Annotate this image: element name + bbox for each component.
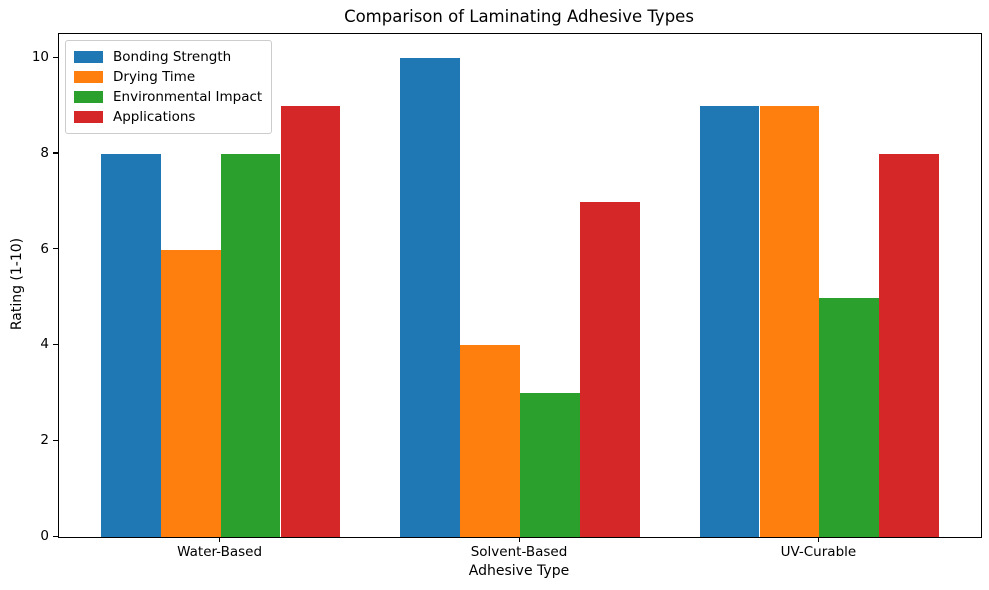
x-axis-label: Adhesive Type (468, 563, 570, 579)
y-tick-label-4: 4 (40, 336, 49, 353)
y-tick-mark-2 (53, 439, 58, 441)
chart-title: Comparison of Laminating Adhesive Types (344, 7, 694, 26)
x-tick-mark-water-based (219, 537, 221, 542)
y-axis-label: Rating (1-10) (9, 237, 25, 331)
plot-area: Bonding Strength Drying Time Environmental… (58, 33, 982, 538)
legend-label: Applications (113, 109, 196, 125)
y-tick-mark-4 (53, 343, 58, 346)
bar-bonding-strength-solvent-based (400, 58, 461, 537)
legend-swatch-drying-time (74, 71, 103, 83)
legend-swatch-environmental-impact (74, 91, 103, 103)
y-tick-label-10: 10 (31, 49, 49, 65)
y-tick-label-6: 6 (40, 240, 49, 257)
bar-applications-uv-curable (879, 153, 940, 537)
x-tick-label-uv-curable: UV-Curable (780, 544, 857, 560)
legend-label: Environmental Impact (113, 89, 263, 105)
x-tick-label-water-based: Water-Based (177, 544, 263, 560)
legend-item-bonding-strength: Bonding Strength (74, 47, 262, 67)
legend-swatch-bonding-strength (74, 51, 103, 63)
legend-label: Bonding Strength (113, 49, 232, 65)
y-tick-label-0: 0 (40, 528, 49, 544)
bar-drying-time-uv-curable (759, 105, 820, 537)
bar-bonding-strength-water-based (100, 153, 161, 537)
legend-swatch-applications (74, 111, 103, 123)
x-tick-label-solvent-based: Solvent-Based (470, 544, 568, 560)
y-tick-mark-8 (53, 152, 58, 154)
bar-environmental-impact-solvent-based (520, 393, 580, 537)
bar-environmental-impact-uv-curable (819, 297, 880, 537)
bar-drying-time-water-based (160, 249, 221, 537)
legend-item-environmental-impact: Environmental Impact (74, 87, 262, 107)
bar-drying-time-solvent-based (460, 345, 520, 537)
x-tick-mark-uv-curable (817, 537, 820, 542)
bar-applications-solvent-based (579, 201, 640, 537)
y-tick-label-8: 8 (40, 144, 49, 161)
y-tick-mark-0 (53, 535, 58, 537)
bar-environmental-impact-water-based (220, 153, 281, 537)
legend-item-drying-time: Drying Time (74, 67, 262, 87)
y-tick-mark-6 (53, 248, 58, 250)
legend-label: Drying Time (113, 69, 196, 85)
bar-applications-water-based (280, 105, 341, 537)
x-tick-mark-solvent-based (518, 537, 520, 542)
bar-bonding-strength-uv-curable (699, 105, 760, 537)
legend-item-applications: Applications (74, 107, 262, 127)
legend: Bonding Strength Drying Time Environmental… (65, 40, 273, 134)
y-tick-label-2: 2 (40, 432, 49, 449)
y-tick-mark-10 (53, 56, 58, 58)
